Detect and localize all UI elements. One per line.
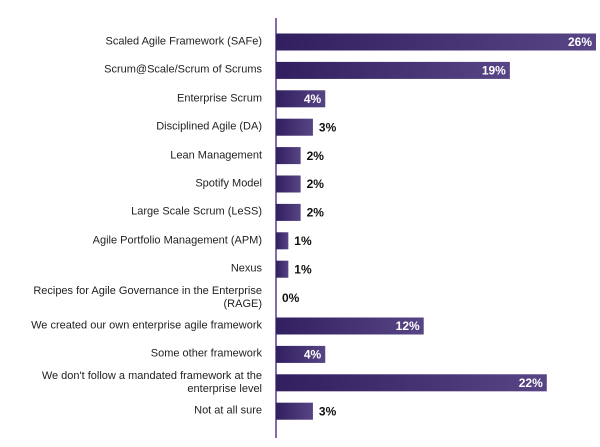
- category-label: Recipes for Agile Governance in the Ente…: [33, 284, 262, 310]
- bar: [276, 33, 596, 51]
- bar: [276, 203, 301, 221]
- bar: [276, 61, 510, 79]
- bar: [276, 374, 547, 392]
- value-label: 0%: [282, 291, 300, 305]
- category-label: Agile Portfolio Management (APM): [92, 234, 262, 247]
- category-label: Nexus: [230, 262, 262, 275]
- value-label: 2%: [307, 206, 325, 220]
- bar: [276, 232, 289, 250]
- bar: [276, 175, 301, 193]
- value-label: 22%: [519, 376, 543, 390]
- bar: [276, 147, 301, 165]
- value-label: 2%: [307, 177, 325, 191]
- category-label: We created our own enterprise agile fram…: [31, 319, 262, 332]
- category-label: Scaled Agile Framework (SAFe): [105, 35, 263, 48]
- value-label: 12%: [396, 319, 420, 333]
- value-label: 4%: [304, 348, 322, 362]
- bar: [276, 260, 289, 278]
- value-label: 2%: [307, 149, 325, 163]
- value-label: 3%: [319, 120, 337, 134]
- category-label: Enterprise Scrum: [177, 92, 262, 105]
- value-label: 1%: [294, 262, 312, 276]
- category-label: Some other framework: [150, 347, 262, 360]
- category-label: We don't follow a mandated framework at …: [41, 369, 262, 395]
- category-label: Disciplined Agile (DA): [156, 120, 262, 133]
- value-label: 3%: [319, 404, 337, 418]
- value-label: 26%: [568, 35, 592, 49]
- bar: [276, 118, 313, 136]
- bar: [276, 402, 313, 420]
- category-label: Large Scale Scrum (LeSS): [131, 205, 262, 218]
- category-label: Not at all sure: [194, 404, 262, 417]
- value-label: 1%: [294, 234, 312, 248]
- value-label: 4%: [304, 92, 322, 106]
- category-label: Scrum@Scale/Scrum of Scrums: [104, 63, 262, 76]
- value-label: 19%: [482, 64, 506, 78]
- category-label: Spotify Model: [195, 177, 262, 190]
- category-label: Lean Management: [170, 149, 262, 162]
